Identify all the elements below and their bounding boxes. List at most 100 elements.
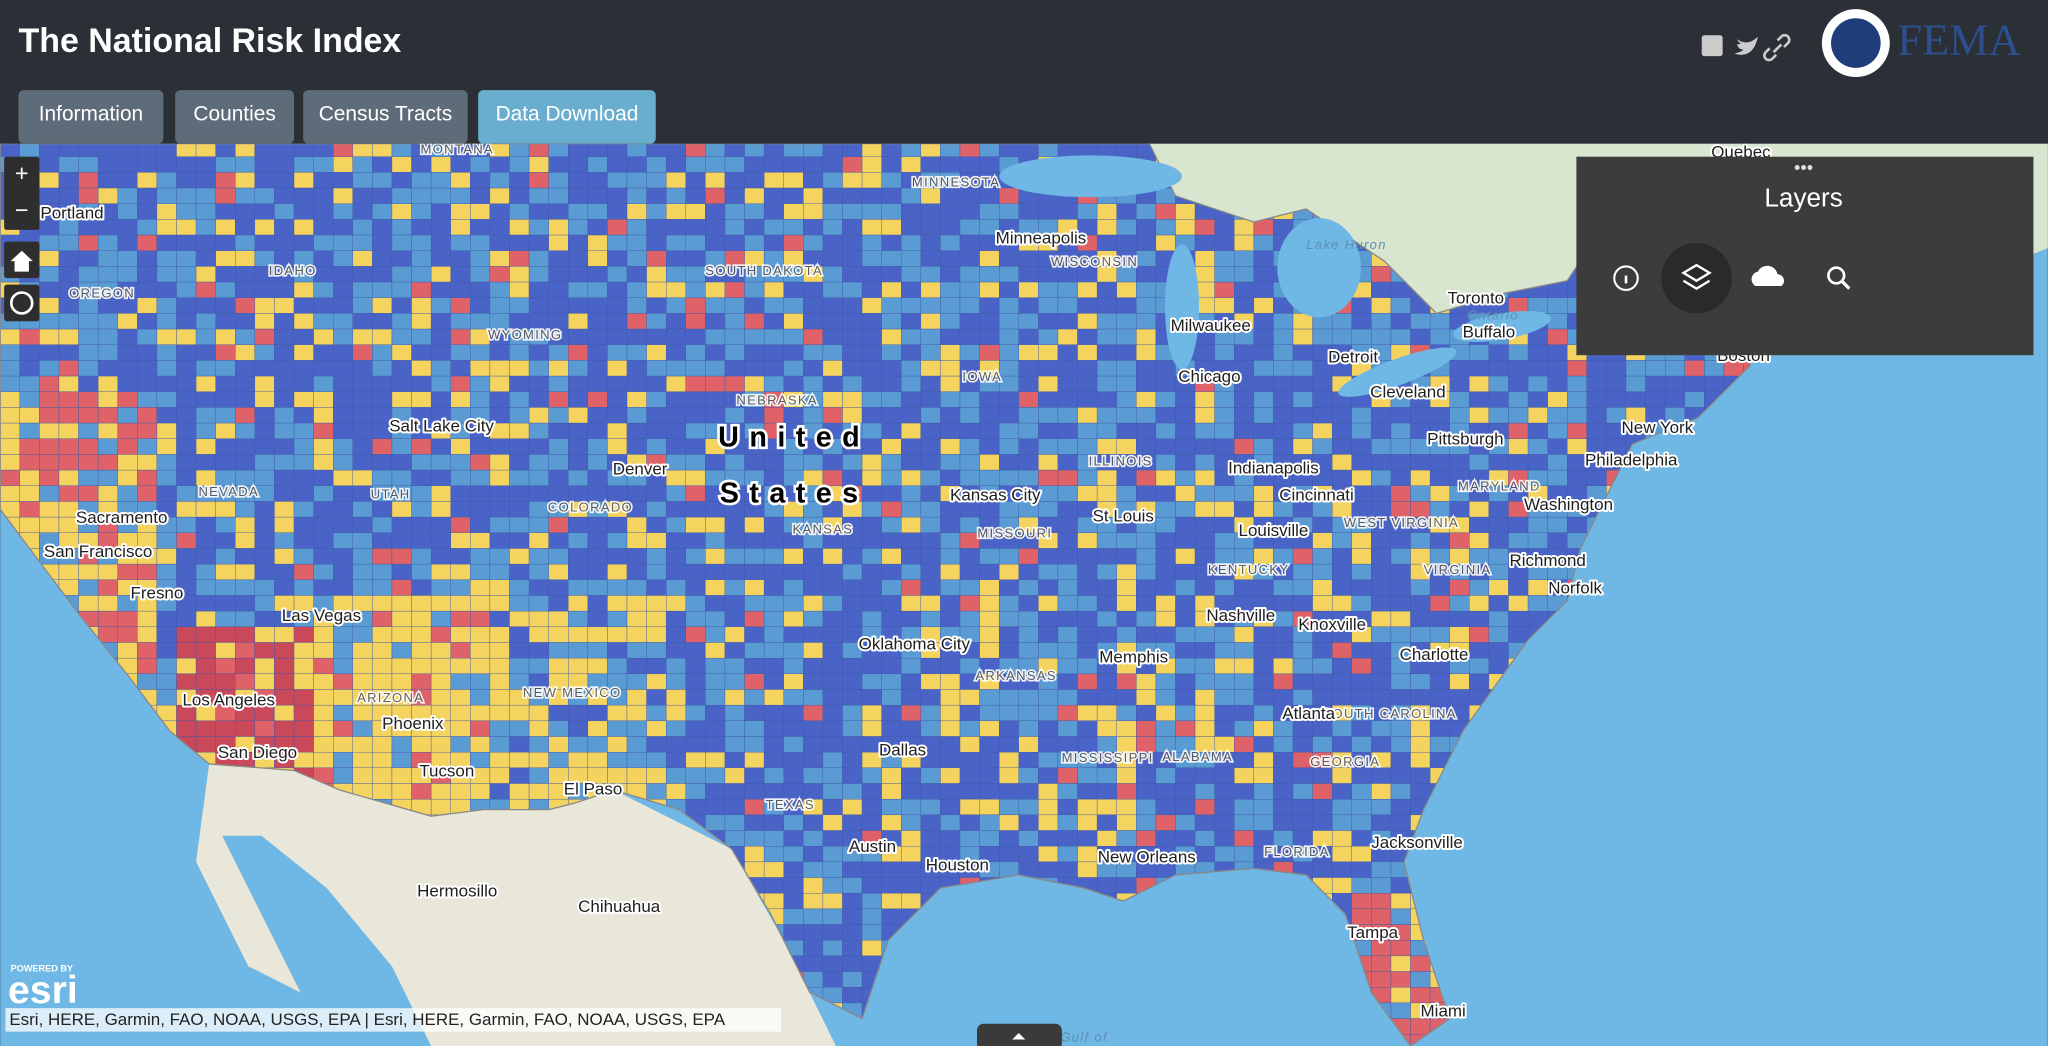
county-cell	[724, 156, 745, 173]
county-cell	[313, 219, 334, 236]
county-cell	[626, 610, 647, 628]
county-cell	[920, 360, 941, 377]
county-cell	[1253, 767, 1274, 784]
county-cell	[1547, 422, 1568, 439]
county-cell	[117, 203, 138, 220]
county-cell	[372, 516, 393, 533]
county-cell	[861, 297, 882, 314]
county-cell	[1194, 422, 1215, 439]
county-cell	[528, 375, 549, 392]
county-cell	[411, 469, 432, 486]
county-cell	[705, 219, 726, 236]
county-cell	[881, 407, 902, 424]
county-cell	[274, 720, 295, 737]
county-cell	[137, 328, 158, 345]
county-cell	[548, 156, 569, 173]
county-cell	[1116, 767, 1137, 784]
county-cell	[1234, 736, 1255, 753]
county-cell	[430, 375, 451, 392]
county-cell	[705, 563, 726, 581]
county-cell	[646, 657, 667, 675]
county-cell	[372, 454, 393, 471]
county-cell	[1057, 626, 1078, 643]
county-cell	[391, 360, 412, 377]
county-cell	[920, 234, 941, 251]
county-cell	[411, 657, 432, 675]
county-cell	[411, 454, 432, 471]
county-cell	[1136, 391, 1157, 408]
county-cell	[822, 940, 843, 957]
county-cell	[842, 940, 863, 957]
county-cell	[940, 704, 961, 722]
county-cell	[822, 814, 843, 831]
county-cell	[1234, 767, 1255, 784]
county-cell	[1175, 516, 1196, 533]
county-cell	[901, 501, 922, 518]
county-cell	[920, 579, 941, 596]
county-cell	[489, 657, 510, 675]
county-cell	[1057, 281, 1078, 298]
county-cell	[685, 657, 706, 675]
county-cell	[411, 610, 432, 628]
county-cell	[1292, 657, 1313, 675]
county-cell	[1312, 438, 1333, 455]
county-cell	[58, 156, 79, 173]
county-cell	[235, 375, 256, 392]
county-cell	[705, 626, 726, 643]
county-cell	[548, 407, 569, 424]
county-cell	[528, 610, 549, 628]
county-cell	[195, 610, 216, 628]
county-cell	[1371, 469, 1392, 486]
county-cell	[665, 281, 686, 298]
county-cell	[137, 203, 158, 220]
county-cell	[920, 814, 941, 831]
county-cell	[1331, 595, 1352, 612]
county-cell	[293, 642, 314, 659]
county-cell	[1292, 814, 1313, 831]
county-cell	[1155, 767, 1176, 784]
county-cell	[313, 704, 334, 722]
county-cell	[724, 736, 745, 753]
county-cell	[1253, 689, 1274, 706]
county-cell	[979, 344, 1000, 361]
county-cell	[881, 156, 902, 173]
county-cell	[430, 485, 451, 502]
county-cell	[979, 422, 1000, 439]
county-cell	[1331, 563, 1352, 581]
county-cell	[607, 532, 628, 549]
county-cell	[587, 422, 608, 439]
county-cell	[861, 454, 882, 471]
county-cell	[685, 203, 706, 220]
county-cell	[959, 328, 980, 345]
county-cell	[901, 548, 922, 565]
county-cell	[979, 704, 1000, 722]
county-cell	[215, 438, 236, 455]
county-cell	[861, 391, 882, 408]
county-cell	[156, 360, 177, 377]
county-cell	[235, 673, 256, 690]
county-cell	[822, 313, 843, 330]
county-cell	[685, 783, 706, 800]
county-cell	[861, 924, 882, 941]
county-cell	[822, 971, 843, 988]
county-cell	[313, 375, 334, 392]
county-cell	[568, 454, 589, 471]
county-cell	[1547, 313, 1568, 330]
county-cell	[1038, 610, 1059, 628]
county-cell	[861, 344, 882, 361]
county-cell	[1175, 642, 1196, 659]
county-cell	[489, 736, 510, 753]
county-cell	[1096, 313, 1117, 330]
county-cell	[1410, 454, 1431, 471]
county-cell	[1194, 516, 1215, 533]
county-cell	[685, 516, 706, 533]
county-cell	[470, 266, 491, 283]
county-cell	[1351, 328, 1372, 345]
county-cell	[1390, 407, 1411, 424]
county-cell	[646, 375, 667, 392]
county-cell	[352, 532, 373, 549]
county-cell	[646, 736, 667, 753]
county-cell	[1312, 563, 1333, 581]
county-cell	[744, 830, 765, 847]
county-cell	[705, 234, 726, 251]
